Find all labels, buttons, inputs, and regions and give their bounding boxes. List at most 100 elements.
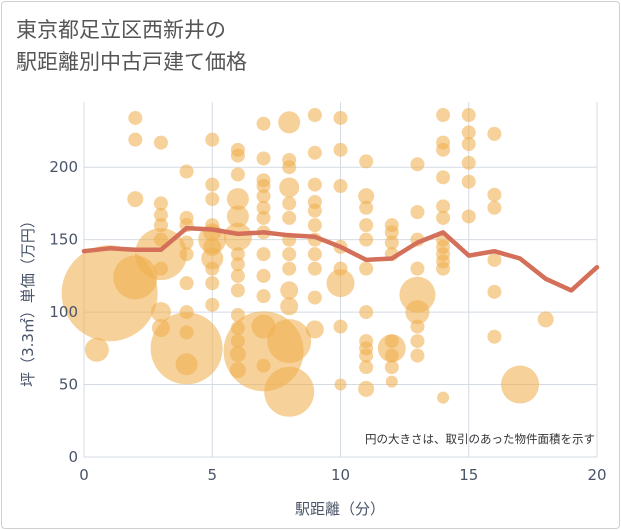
bubble-point <box>307 218 322 233</box>
bubble-point <box>256 151 271 166</box>
bubble-point <box>179 164 194 179</box>
bubble-point <box>377 334 406 363</box>
bubble-point <box>307 290 322 305</box>
bubble-point <box>384 360 399 375</box>
bubble-point <box>307 261 322 276</box>
bubble-point <box>282 261 297 276</box>
bubble-point <box>437 391 450 404</box>
x-tick-label: 20 <box>587 466 606 484</box>
bubble-point <box>267 319 312 364</box>
bubble-point <box>359 218 374 233</box>
bubble-point <box>410 319 425 334</box>
bubble-point <box>179 210 194 225</box>
bubble-point <box>179 305 194 320</box>
y-tick-label: 0 <box>68 448 78 466</box>
y-tick-label: 200 <box>49 158 78 176</box>
bubble-point <box>461 125 476 140</box>
bubble-point <box>205 192 220 207</box>
bubble-point <box>333 319 348 334</box>
bubble-point <box>487 329 502 344</box>
bubble-point <box>128 110 143 125</box>
bubble-point <box>385 375 398 388</box>
bubble-point <box>264 366 315 417</box>
bubble-point <box>461 155 476 170</box>
bubble-point <box>307 145 322 160</box>
bubble-point <box>384 235 399 250</box>
bubble-point <box>282 247 297 262</box>
bubble-point <box>179 247 194 262</box>
bubble-point <box>461 137 476 152</box>
bubble-point <box>436 170 451 185</box>
bubble-point <box>230 247 245 262</box>
bubble-point <box>226 205 249 228</box>
bubble-point <box>399 276 436 313</box>
bubble-point <box>461 209 476 224</box>
bubble-point <box>410 261 425 276</box>
y-tick-label: 150 <box>49 231 78 249</box>
bubble-point <box>359 334 374 349</box>
bubble-point <box>279 177 300 198</box>
bubble-point <box>230 257 245 272</box>
bubble-point <box>150 312 223 385</box>
bubble-point <box>358 188 375 205</box>
bubble-point <box>256 247 271 262</box>
bubble-point <box>226 188 249 211</box>
bubble-point <box>179 325 194 340</box>
bubble-point <box>282 196 297 211</box>
bubble-point <box>256 116 271 131</box>
bubble-point <box>359 200 374 215</box>
bubble-point <box>153 232 168 247</box>
bubble-point <box>461 108 476 123</box>
bubble-point <box>307 247 322 262</box>
bubble-point <box>307 194 322 209</box>
bubble-point <box>230 283 245 298</box>
bubble-point <box>153 261 168 276</box>
bubble-point <box>256 289 271 304</box>
bubble-point <box>179 235 194 250</box>
x-axis-title: 駅距離（分） <box>295 500 385 518</box>
bubble-point <box>333 261 348 276</box>
bubble-point <box>487 126 502 141</box>
bubble-point <box>256 173 271 188</box>
bubble-point <box>223 222 252 251</box>
x-tick-label: 15 <box>459 466 478 484</box>
bubble-point <box>384 334 399 349</box>
bubble-point <box>334 378 347 391</box>
bubble-point <box>256 200 271 215</box>
bubble-point <box>410 334 425 349</box>
bubble-point <box>179 276 194 291</box>
x-tick-label: 10 <box>331 466 350 484</box>
bubble-point <box>153 218 168 233</box>
bubble-point <box>501 365 540 404</box>
bubble-point <box>410 205 425 220</box>
bubble-point <box>205 276 220 291</box>
bubble-point <box>150 302 171 323</box>
bubble-point <box>333 179 348 194</box>
bubble-point <box>358 380 375 397</box>
bubble-point <box>359 305 374 320</box>
bubble-point <box>307 108 322 123</box>
bubble-point <box>461 174 476 189</box>
bubble-point <box>256 189 271 204</box>
bubble-series <box>61 108 554 417</box>
bubble-point <box>256 210 271 225</box>
bubble-point <box>282 152 297 167</box>
bubble-point <box>175 353 198 376</box>
bubble-point <box>205 177 220 192</box>
bubble-point <box>436 135 451 150</box>
bubble-point <box>153 196 168 211</box>
average-price-line <box>81 225 600 293</box>
bubble-point <box>256 268 271 283</box>
bubble-point <box>84 337 109 362</box>
bubble-point <box>307 177 322 192</box>
bubble-point <box>230 142 245 157</box>
bubble-point <box>230 268 245 283</box>
bubble-point <box>280 297 299 316</box>
bubble-point <box>436 210 451 225</box>
bubble-point <box>153 135 168 150</box>
bubble-point <box>305 320 324 339</box>
bubble-point <box>405 300 430 325</box>
bubble-point <box>153 208 168 223</box>
bubble-point <box>359 154 374 169</box>
